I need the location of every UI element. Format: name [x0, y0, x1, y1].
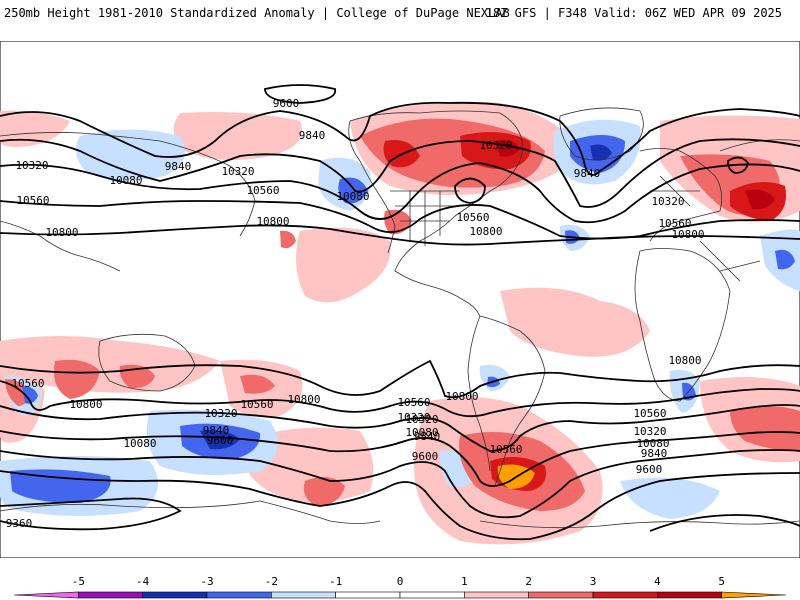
contour-label: 10800: [668, 354, 701, 367]
contour-label: 9840: [641, 447, 668, 460]
contour-label: 10560: [246, 184, 279, 197]
contour-label: 10080: [123, 437, 156, 450]
contour-label: 10320: [651, 195, 684, 208]
contour-label: 10800: [671, 228, 704, 241]
contour-label: 9840: [203, 424, 230, 437]
contour-label: 10800: [45, 226, 78, 239]
colorbar-segment: [399, 591, 465, 599]
colorbar-tick-label: -2: [265, 575, 278, 588]
contour-label: 9840: [574, 167, 601, 180]
colorbar-segment: [657, 591, 722, 599]
contour-label: 10320: [221, 165, 254, 178]
colorbar-ticks: -5 -4 -3 -2 -1 0 1 2 3 4 5: [72, 575, 725, 588]
contour-label: 10080: [336, 190, 369, 203]
colorbar-segment: [206, 591, 272, 599]
colorbar: -5 -4 -3 -2 -1 0 1 2 3 4 5: [13, 575, 787, 599]
contour-label: 10800: [256, 215, 289, 228]
contour-label: 9840: [165, 160, 192, 173]
colorbar-tick-label: -1: [329, 575, 342, 588]
contour-label: 10560: [456, 211, 489, 224]
contour-label: 10560: [240, 398, 273, 411]
contour-label: 9600: [412, 450, 439, 463]
colorbar-segment: [142, 591, 208, 599]
colorbar-segment: [271, 591, 336, 599]
contour-label: 10320: [15, 159, 48, 172]
contour-label: 9360: [6, 517, 33, 530]
contour-label: 10320: [405, 413, 438, 426]
colorbar-tick-label: 4: [654, 575, 661, 588]
colorbar-segment: [13, 591, 79, 599]
contour-label: 10800: [287, 393, 320, 406]
contour-label: 10560: [489, 443, 522, 456]
anomaly-neg3: [200, 144, 612, 450]
contour-label: 10080: [405, 426, 438, 439]
contour-label: 10560: [633, 407, 666, 420]
contour-label: 10800: [69, 398, 102, 411]
colorbar-tick-label: -3: [200, 575, 213, 588]
contour-label: 10560: [16, 194, 49, 207]
colorbar-segment: [592, 591, 658, 599]
contour-label: 10800: [469, 225, 502, 238]
contour-label: 10560: [397, 396, 430, 409]
colorbar-segment: [528, 591, 594, 599]
colorbar-tick-label: 0: [397, 575, 404, 588]
contour-label: 9600: [636, 463, 663, 476]
colorbar-tick-label: 1: [461, 575, 468, 588]
contour-label: 9840: [299, 129, 326, 142]
contour-label: 10560: [658, 217, 691, 230]
colorbar-segment: [335, 591, 401, 599]
map-title: 250mb Height 1981-2010 Standardized Anom…: [4, 6, 510, 20]
colorbar-segment: [78, 591, 143, 599]
contour-label-group: 9600 9840 9840 10320 10320 10080 10080 1…: [6, 97, 705, 530]
model-run-label: 18Z GFS | F348 Valid: 06Z WED APR 09 202…: [485, 6, 782, 20]
contour-label: 10800: [445, 390, 478, 403]
height-contours: [0, 84, 800, 541]
contour-label: 10320: [204, 407, 237, 420]
contour-label: 9600: [273, 97, 300, 110]
colorbar-tick-label: 2: [525, 575, 532, 588]
colorbar-tick-label: 3: [590, 575, 597, 588]
coastlines: [0, 107, 800, 529]
contour-label: 10320: [397, 411, 430, 424]
colorbar-segment: [721, 591, 787, 599]
contour-label: 10080: [109, 174, 142, 187]
colorbar-tick-label: -5: [72, 575, 85, 588]
colorbar-tick-label: 5: [718, 575, 725, 588]
contour-label: 9840: [414, 430, 441, 443]
contour-label: 10560: [11, 377, 44, 390]
colorbar-segments: [13, 591, 787, 599]
contour-label: 10080: [636, 437, 669, 450]
contour-label: 10320: [633, 425, 666, 438]
anomaly-map: 9600 9840 9840 10320 10320 10080 10080 1…: [0, 41, 800, 558]
colorbar-segment: [464, 591, 529, 599]
contour-label: 10320: [479, 139, 512, 152]
contour-label: 9600: [207, 434, 234, 447]
colorbar-tick-label: -4: [136, 575, 150, 588]
